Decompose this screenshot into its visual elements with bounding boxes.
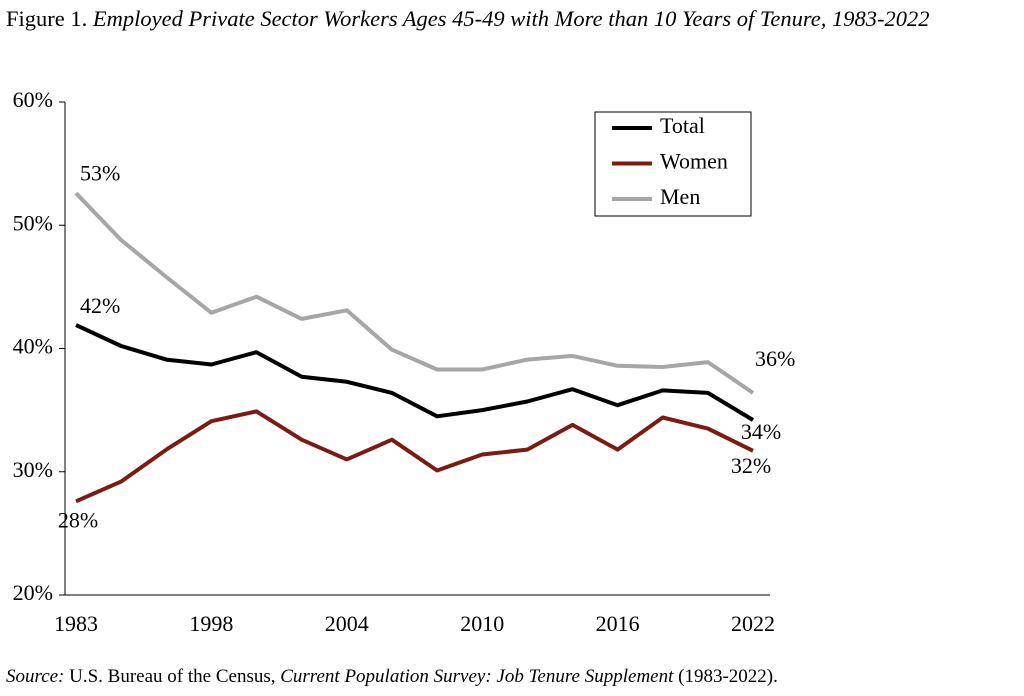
source-note: Source: U.S. Bureau of the Census, Curre… xyxy=(6,666,778,688)
series-line xyxy=(75,323,755,422)
x-tick-label: 2016 xyxy=(596,611,640,636)
series-line xyxy=(75,409,754,504)
y-tick-label: 60% xyxy=(13,87,53,112)
title-text: Employed Private Sector Workers Ages 45-… xyxy=(92,6,930,31)
x-tick-label: 2022 xyxy=(731,611,775,636)
source-agency: U.S. Bureau of the Census, xyxy=(69,666,276,687)
legend-label: Men xyxy=(660,184,700,209)
y-tick-label: 40% xyxy=(13,334,53,359)
series-line xyxy=(74,191,755,395)
data-label: 53% xyxy=(80,160,120,185)
x-tick-label: 1998 xyxy=(189,611,233,636)
y-tick-label: 30% xyxy=(13,457,53,482)
data-label: 28% xyxy=(58,507,98,532)
y-tick-label: 50% xyxy=(13,210,53,235)
x-tick-label: 2004 xyxy=(325,611,369,636)
figure-label: Figure 1. xyxy=(6,6,88,31)
source-label: Source: xyxy=(6,666,65,687)
data-label: 42% xyxy=(80,293,120,318)
source-survey: Current Population Survey: Job Tenure Su… xyxy=(280,666,674,687)
data-label: 34% xyxy=(741,419,781,444)
legend-label: Total xyxy=(660,113,705,138)
data-label: 32% xyxy=(731,453,771,478)
x-tick-label: 1983 xyxy=(54,611,98,636)
data-label: 36% xyxy=(755,346,795,371)
y-tick-label: 20% xyxy=(13,580,53,605)
x-tick-label: 2010 xyxy=(460,611,504,636)
source-years: (1983-2022). xyxy=(678,666,778,687)
legend-label: Women xyxy=(660,149,728,174)
chart-title: Figure 1. Employed Private Sector Worker… xyxy=(6,6,981,31)
